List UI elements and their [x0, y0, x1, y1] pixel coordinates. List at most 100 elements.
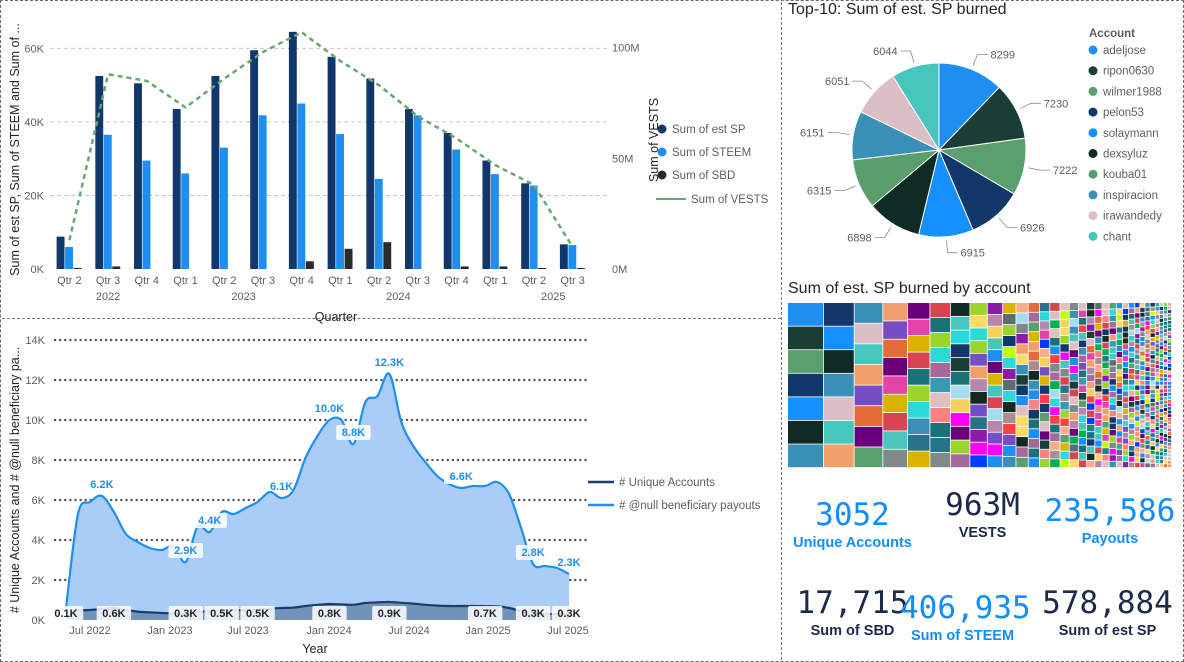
treemap-tile[interactable]	[883, 339, 908, 358]
treemap-tile[interactable]	[1159, 338, 1164, 342]
treemap-tile[interactable]	[1003, 347, 1016, 358]
treemap-tile[interactable]	[1039, 303, 1050, 312]
treemap-tile[interactable]	[1163, 423, 1168, 426]
treemap-tile[interactable]	[1145, 435, 1150, 440]
treemap-tile[interactable]	[1116, 400, 1123, 407]
treemap-tile[interactable]	[1078, 430, 1087, 438]
treemap-tile[interactable]	[987, 314, 1003, 326]
treemap-tile[interactable]	[930, 318, 951, 333]
treemap-tile[interactable]	[1167, 392, 1172, 396]
treemap-tile[interactable]	[950, 399, 970, 413]
treemap-tile[interactable]	[1167, 381, 1172, 385]
treemap-tile[interactable]	[1150, 368, 1155, 372]
treemap-tile[interactable]	[1078, 318, 1087, 325]
treemap-tile[interactable]	[1135, 344, 1140, 349]
treemap-tile[interactable]	[1028, 438, 1040, 448]
treemap-tile[interactable]	[907, 435, 930, 451]
treemap-tile[interactable]	[1050, 441, 1060, 450]
bar-est-sp[interactable]	[521, 183, 530, 269]
treemap-tile[interactable]	[1159, 420, 1164, 424]
bar-steem[interactable]	[65, 246, 74, 269]
treemap-tile[interactable]	[1155, 344, 1159, 348]
treemap-tile[interactable]	[1109, 410, 1116, 417]
bar-est-sp[interactable]	[559, 244, 568, 269]
treemap-tile[interactable]	[1159, 424, 1164, 428]
treemap-tile[interactable]	[1163, 396, 1168, 400]
treemap-tile[interactable]	[1167, 414, 1172, 417]
treemap-tile[interactable]	[987, 409, 1003, 421]
treemap-tile[interactable]	[930, 363, 951, 378]
treemap-tile[interactable]	[1155, 435, 1159, 439]
treemap-tile[interactable]	[1159, 310, 1164, 314]
treemap-tile[interactable]	[1028, 322, 1040, 332]
treemap-tile[interactable]	[1167, 349, 1172, 353]
treemap-tile[interactable]	[1159, 401, 1164, 405]
pie-legend-label[interactable]: kouba01	[1103, 169, 1147, 181]
treemap-tile[interactable]	[1050, 329, 1060, 337]
account-treemap[interactable]	[788, 303, 1172, 468]
treemap-tile[interactable]	[1102, 435, 1109, 441]
treemap-tile[interactable]	[1135, 313, 1140, 318]
treemap-tile[interactable]	[1159, 354, 1164, 358]
treemap-tile[interactable]	[1145, 335, 1150, 339]
treemap-tile[interactable]	[1159, 460, 1164, 464]
treemap-tile[interactable]	[1003, 457, 1016, 468]
treemap-tile[interactable]	[1128, 429, 1135, 435]
treemap-tile[interactable]	[1050, 398, 1060, 407]
treemap-tile[interactable]	[1167, 453, 1172, 457]
treemap-tile[interactable]	[1122, 379, 1129, 385]
treemap-tile[interactable]	[1109, 360, 1116, 366]
treemap-tile[interactable]	[1155, 402, 1159, 406]
treemap-tile[interactable]	[1163, 348, 1168, 351]
treemap-tile[interactable]	[1116, 419, 1123, 425]
treemap-tile[interactable]	[1116, 449, 1123, 455]
treemap-tile[interactable]	[1087, 367, 1095, 374]
treemap-tile[interactable]	[1140, 312, 1145, 317]
treemap-tile[interactable]	[1060, 402, 1069, 410]
treemap-tile[interactable]	[1150, 372, 1155, 377]
bar-steem[interactable]	[297, 103, 306, 270]
treemap-tile[interactable]	[1116, 333, 1123, 339]
treemap-tile[interactable]	[1150, 316, 1155, 320]
treemap-tile[interactable]	[823, 373, 854, 397]
treemap-tile[interactable]	[1155, 352, 1159, 356]
treemap-tile[interactable]	[1159, 413, 1164, 417]
treemap-tile[interactable]	[1095, 316, 1102, 323]
treemap-tile[interactable]	[1116, 345, 1123, 352]
treemap-tile[interactable]	[1102, 428, 1109, 435]
treemap-tile[interactable]	[1109, 442, 1116, 449]
treemap-tile[interactable]	[1116, 425, 1123, 431]
bar-sbd[interactable]	[499, 266, 508, 269]
treemap-tile[interactable]	[1028, 380, 1040, 390]
treemap-tile[interactable]	[1167, 389, 1172, 392]
treemap-tile[interactable]	[987, 338, 1003, 350]
treemap-tile[interactable]	[1135, 395, 1140, 401]
treemap-tile[interactable]	[1095, 413, 1102, 420]
treemap-tile[interactable]	[1135, 349, 1140, 354]
treemap-tile[interactable]	[1003, 413, 1016, 424]
treemap-tile[interactable]	[1145, 362, 1150, 367]
treemap-tile[interactable]	[1159, 373, 1164, 377]
treemap-tile[interactable]	[1163, 434, 1168, 438]
treemap-tile[interactable]	[1039, 403, 1050, 413]
treemap-tile[interactable]	[1140, 341, 1145, 346]
bar-est-sp[interactable]	[482, 160, 491, 269]
treemap-tile[interactable]	[1087, 317, 1095, 324]
treemap-tile[interactable]	[1128, 413, 1135, 418]
treemap-tile[interactable]	[1078, 370, 1087, 378]
treemap-tile[interactable]	[1167, 450, 1172, 453]
treemap-tile[interactable]	[1145, 358, 1150, 362]
treemap-tile[interactable]	[1145, 394, 1150, 399]
treemap-tile[interactable]	[883, 413, 908, 431]
treemap-tile[interactable]	[1135, 442, 1140, 447]
treemap-tile[interactable]	[1145, 445, 1150, 449]
treemap-tile[interactable]	[1163, 370, 1168, 374]
treemap-tile[interactable]	[1087, 303, 1095, 310]
treemap-tile[interactable]	[1109, 391, 1116, 398]
treemap-tile[interactable]	[1102, 382, 1109, 388]
treemap-tile[interactable]	[1016, 395, 1028, 406]
treemap-tile[interactable]	[970, 442, 987, 455]
bar-steem[interactable]	[103, 134, 112, 269]
treemap-tile[interactable]	[823, 444, 854, 468]
treemap-tile[interactable]	[1050, 407, 1060, 416]
